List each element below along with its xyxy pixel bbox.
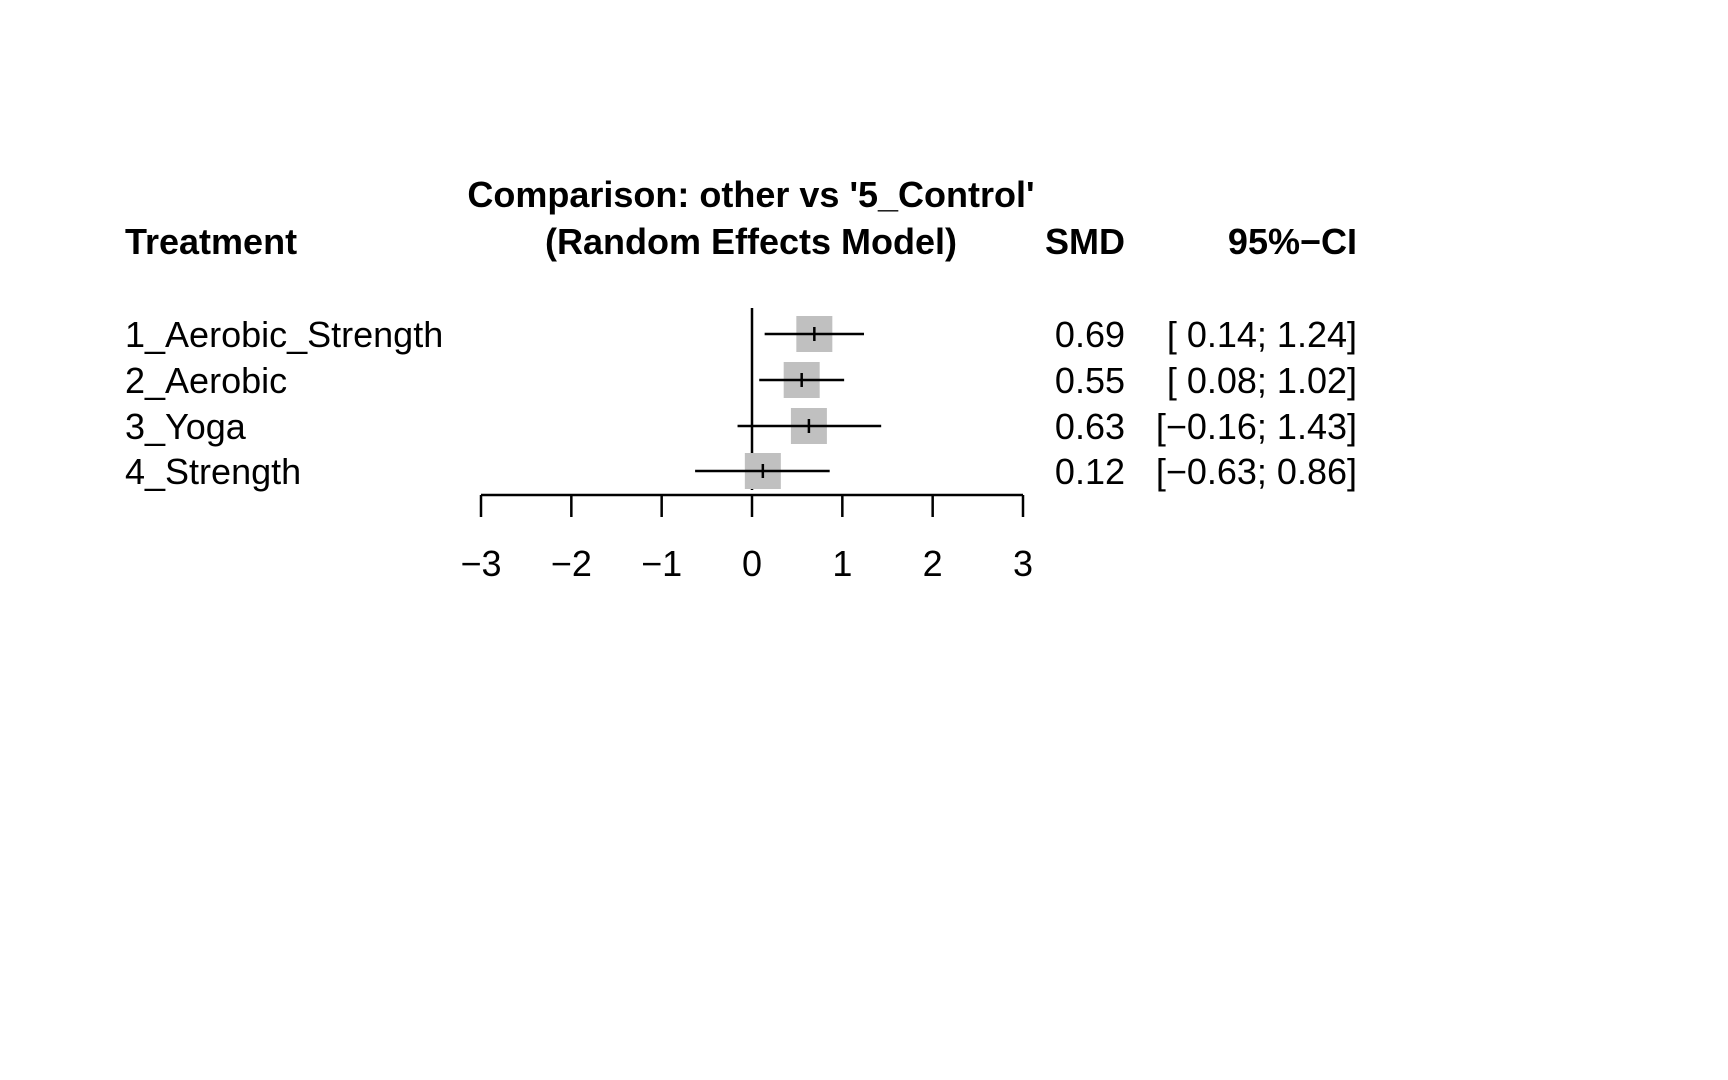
x-axis: −3 −2 −1 0 1 2 3 [460,493,1033,584]
forest-row: 2_Aerobic 0.55 [ 0.08; 1.02] [125,360,1357,401]
ci-header: 95%−CI [1228,221,1357,262]
comparison-title: Comparison: other vs '5_Control' [467,174,1034,215]
treatment-header: Treatment [125,221,297,262]
smd-value: 0.55 [1055,360,1125,401]
treatment-label: 1_Aerobic_Strength [125,314,443,355]
x-tick-label: 2 [923,543,943,584]
forest-rows: 1_Aerobic_Strength 0.69 [ 0.14; 1.24] 2_Aer… [125,308,1357,492]
treatment-label: 3_Yoga [125,406,247,447]
forest-row: 4_Strength 0.12 [−0.63; 0.86] [125,451,1357,492]
model-label: (Random Effects Model) [545,221,957,262]
ci-value: [ 0.14; 1.24] [1167,314,1357,355]
x-tick-label: 0 [742,543,762,584]
ci-value: [−0.16; 1.43] [1156,406,1357,447]
smd-header: SMD [1045,221,1125,262]
x-tick-label: 3 [1013,543,1033,584]
smd-value: 0.69 [1055,314,1125,355]
smd-value: 0.63 [1055,406,1125,447]
treatment-label: 4_Strength [125,451,301,492]
x-tick-label: −2 [551,543,592,584]
x-tick-label: −1 [641,543,682,584]
ci-value: [ 0.08; 1.02] [1167,360,1357,401]
forest-row: 1_Aerobic_Strength 0.69 [ 0.14; 1.24] [125,314,1357,355]
forest-row: 3_Yoga 0.63 [−0.16; 1.43] [125,406,1357,447]
x-tick-label: 1 [832,543,852,584]
x-tick-label: −3 [460,543,501,584]
ci-value: [−0.63; 0.86] [1156,451,1357,492]
smd-value: 0.12 [1055,451,1125,492]
treatment-label: 2_Aerobic [125,360,287,401]
